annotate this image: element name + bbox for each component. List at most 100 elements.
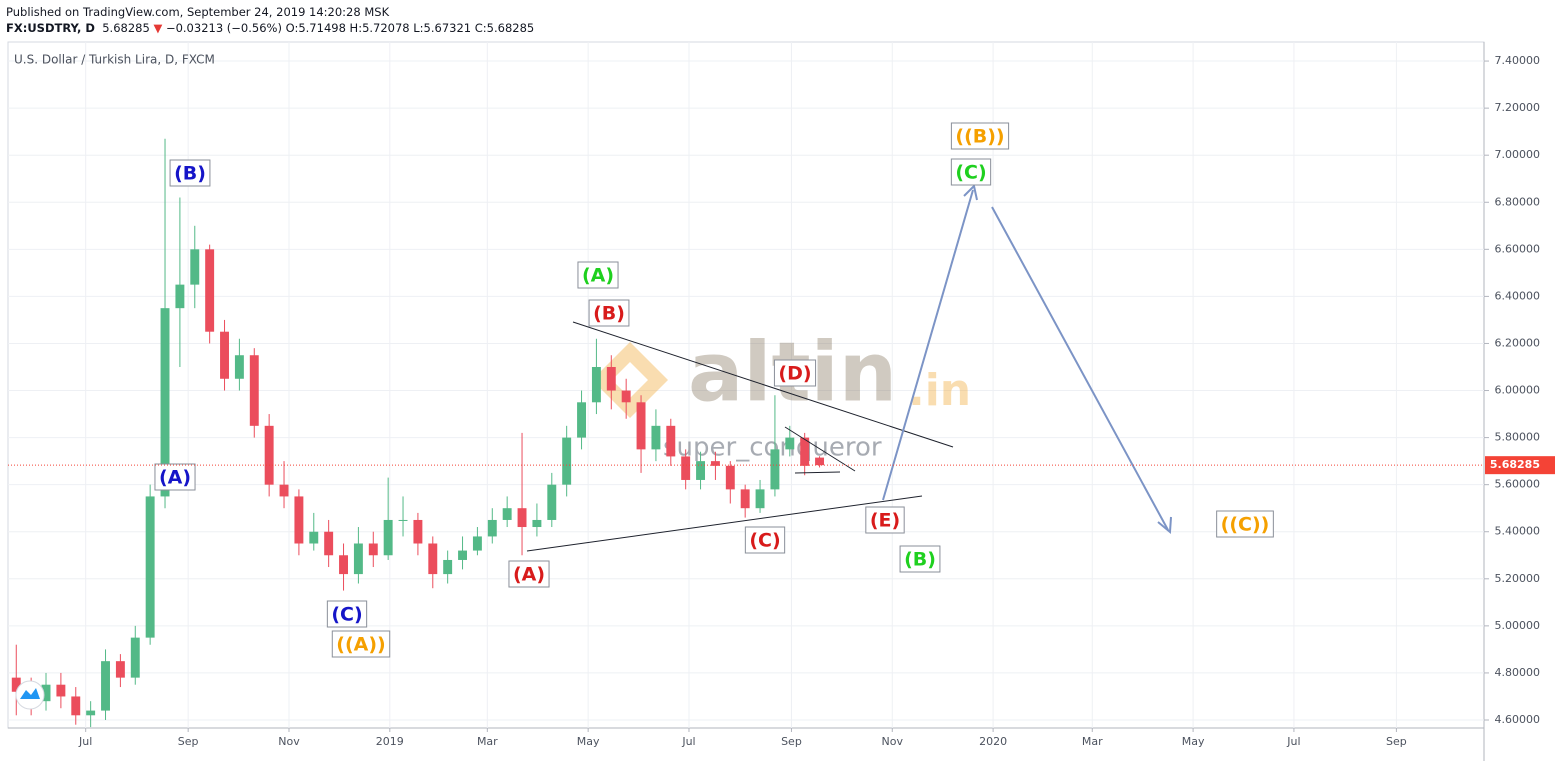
wave-label-box [331, 630, 391, 658]
grid [8, 42, 1484, 728]
candle-body [755, 489, 765, 509]
trendline [526, 495, 923, 552]
candle-body [368, 543, 378, 556]
y-tick-label: 5.40000 [1495, 525, 1541, 538]
x-tick-label: Nov [278, 735, 300, 748]
x-tick-label: May [1182, 735, 1205, 748]
arrow [991, 206, 1169, 531]
candle-body [249, 355, 259, 426]
candle-body [190, 249, 200, 285]
y-tick-label: 5.20000 [1495, 572, 1541, 585]
candle-body [591, 366, 601, 403]
candle-body [383, 519, 393, 556]
x-tick-label: 2020 [979, 735, 1007, 748]
candle-body [577, 402, 587, 438]
candle-body [517, 508, 527, 528]
candle-body [428, 543, 438, 575]
candle-body [487, 519, 497, 537]
header: Published on TradingView.com, September … [6, 4, 534, 36]
series-title: U.S. Dollar / Turkish Lira, D, FXCM [14, 53, 215, 67]
candle-body [725, 465, 735, 490]
y-tick-label: 5.80000 [1495, 431, 1541, 444]
candle-body [681, 456, 691, 480]
candle-body [651, 425, 661, 450]
candle-body [56, 684, 66, 697]
candle-body [770, 449, 780, 490]
candle-body [353, 543, 363, 575]
candle-body [279, 484, 289, 497]
wave-label: ((A)) [336, 634, 385, 656]
y-tick-label: 6.00000 [1495, 384, 1541, 397]
candle-body [11, 677, 21, 692]
trendline [794, 471, 841, 474]
wave-label: ((C)) [1221, 514, 1270, 536]
y-tick-label: 4.60000 [1495, 713, 1541, 726]
candle-body [413, 519, 423, 544]
candle-body [205, 249, 215, 332]
wave-label: (A) [582, 265, 614, 287]
wave-labels: (B)(A)(C)((A))(A)(B)(A)(C)(D)(E)(B)((B))… [154, 122, 1274, 658]
candle-body [86, 710, 96, 716]
candle-body [696, 461, 706, 480]
candle-body [398, 519, 408, 521]
x-tick-label: Nov [882, 735, 904, 748]
wave-label-box [588, 299, 630, 327]
candle-body [115, 661, 125, 678]
candle-body [785, 437, 795, 450]
y-tick-label: 5.00000 [1495, 619, 1541, 632]
candle-body [130, 637, 140, 678]
change: −0.03213 (−0.56%) [165, 21, 282, 35]
candle-body [562, 437, 572, 485]
price: 5.68285 [102, 21, 150, 35]
candle-body [502, 508, 512, 520]
arrow-head [1157, 516, 1172, 535]
candle-body [458, 550, 467, 560]
y-tick-label: 6.20000 [1495, 336, 1541, 349]
x-tick-label: Sep [781, 735, 802, 748]
candles [11, 138, 825, 728]
candle-body [324, 531, 334, 556]
y-tick-label: 6.40000 [1495, 289, 1541, 302]
wave-label-box [950, 122, 1010, 150]
wave-label: ((B)) [955, 126, 1004, 148]
wave-label: (E) [870, 510, 900, 532]
y-tick-label: 7.40000 [1495, 54, 1541, 67]
trendline [784, 426, 856, 472]
wave-label-box [508, 560, 550, 588]
candle-body [443, 559, 453, 575]
candle-body [666, 425, 676, 457]
wave-label: (A) [513, 564, 545, 586]
wave-label-box [865, 506, 905, 534]
x-tick-label: May [577, 735, 600, 748]
wave-label-box [326, 600, 368, 628]
x-tick-label: 2019 [376, 735, 404, 748]
candle-body [101, 661, 110, 711]
candle-body [71, 696, 81, 716]
candle-body [710, 461, 720, 466]
wave-label: (B) [904, 549, 936, 571]
candle-body [339, 555, 348, 575]
x-tick-label: Mar [1082, 735, 1103, 748]
candle-body [800, 437, 810, 466]
candle-body [234, 355, 244, 379]
y-tick-label: 7.00000 [1495, 148, 1541, 161]
quote-line: FX:USDTRY, D 5.68285 ▼ −0.03213 (−0.56%)… [6, 20, 534, 36]
candle-body [532, 519, 542, 528]
trendline [572, 321, 954, 448]
candle-body [294, 496, 304, 544]
x-tick-label: Jul [1286, 735, 1300, 748]
arrows [882, 183, 1172, 535]
wave-label-box [899, 545, 941, 573]
candle-body [740, 489, 750, 509]
candle-body [606, 366, 616, 391]
wave-label-box [950, 158, 992, 186]
watermark-domain: .in [908, 365, 971, 416]
x-tick-label: Sep [1386, 735, 1407, 748]
y-tick-label: 7.20000 [1495, 101, 1541, 114]
drawings [526, 321, 954, 552]
wave-label: (A) [159, 467, 191, 489]
wave-label-box [154, 463, 196, 491]
candle-body [309, 531, 319, 544]
